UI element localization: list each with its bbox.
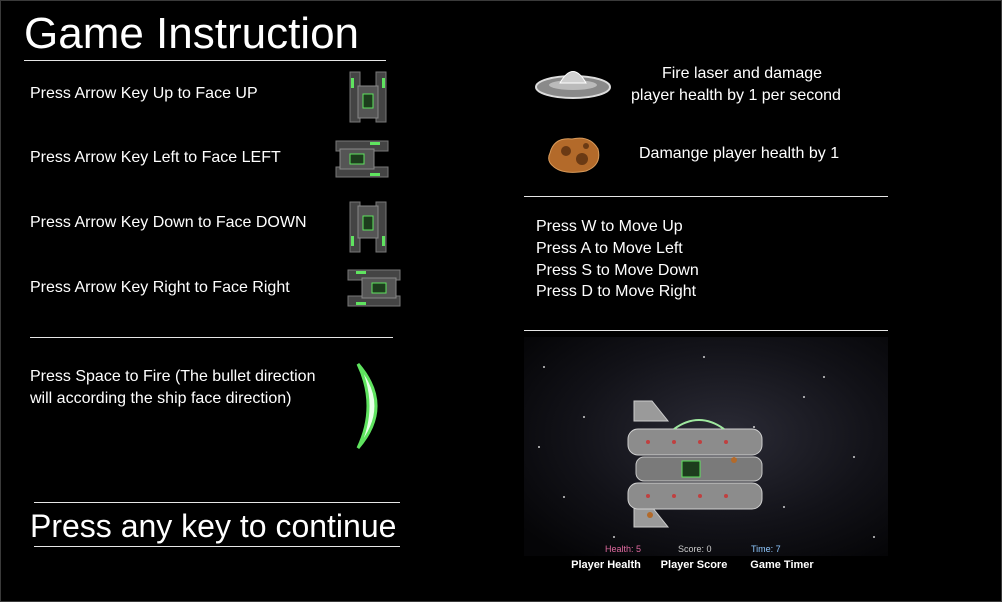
move-left-instruction: Press A to Move Left [536, 240, 683, 257]
continue-prompt[interactable]: Press any key to continue [30, 508, 397, 544]
face-left-instruction: Press Arrow Key Left to Face LEFT [30, 149, 281, 166]
move-down-instruction: Press S to Move Down [536, 262, 699, 279]
move-up-instruction: Press W to Move Up [536, 218, 683, 235]
movement-divider [524, 330, 888, 331]
ship-facing-up-icon [348, 68, 388, 126]
page-title: Game Instruction [24, 9, 360, 58]
player-ship-sprite [627, 400, 763, 528]
ufo-description-line2: player health by 1 per second [631, 87, 841, 104]
hud-score: Score: 0 [678, 544, 712, 554]
ship-facing-left-icon [334, 139, 390, 179]
continue-rule-bottom [34, 546, 400, 547]
face-up-instruction: Press Arrow Key Up to Face UP [30, 85, 258, 102]
asteroid-description: Damange player health by 1 [639, 145, 840, 162]
caption-game-timer: Game Timer [750, 559, 814, 571]
hud-health: Health: 5 [605, 544, 642, 554]
bullet-crescent-icon [352, 360, 396, 452]
fire-instruction-line1: Press Space to Fire (The bullet directio… [30, 368, 316, 385]
preview-scene [524, 337, 888, 556]
caption-player-health: Player Health [571, 559, 641, 571]
ufo-icon [534, 58, 612, 102]
face-right-instruction: Press Arrow Key Right to Face Right [30, 279, 290, 296]
title-underline [24, 60, 386, 61]
caption-player-score: Player Score [660, 559, 728, 571]
ufo-description-line1: Fire laser and damage [661, 65, 823, 82]
continue-rule-top [34, 502, 400, 503]
face-down-instruction: Press Arrow Key Down to Face DOWN [30, 214, 307, 231]
gameplay-preview: Health: 5 Score: 0 Time: 7 [524, 337, 888, 556]
left-divider [30, 337, 393, 338]
ship-facing-down-icon [348, 198, 388, 256]
ship-facing-right-icon [346, 268, 402, 308]
fire-instruction-line2: will according the ship face direction) [30, 390, 292, 407]
hud-time: Time: 7 [751, 544, 781, 554]
asteroid-icon [546, 133, 602, 175]
enemy-divider [524, 196, 888, 197]
move-right-instruction: Press D to Move Right [536, 283, 697, 300]
